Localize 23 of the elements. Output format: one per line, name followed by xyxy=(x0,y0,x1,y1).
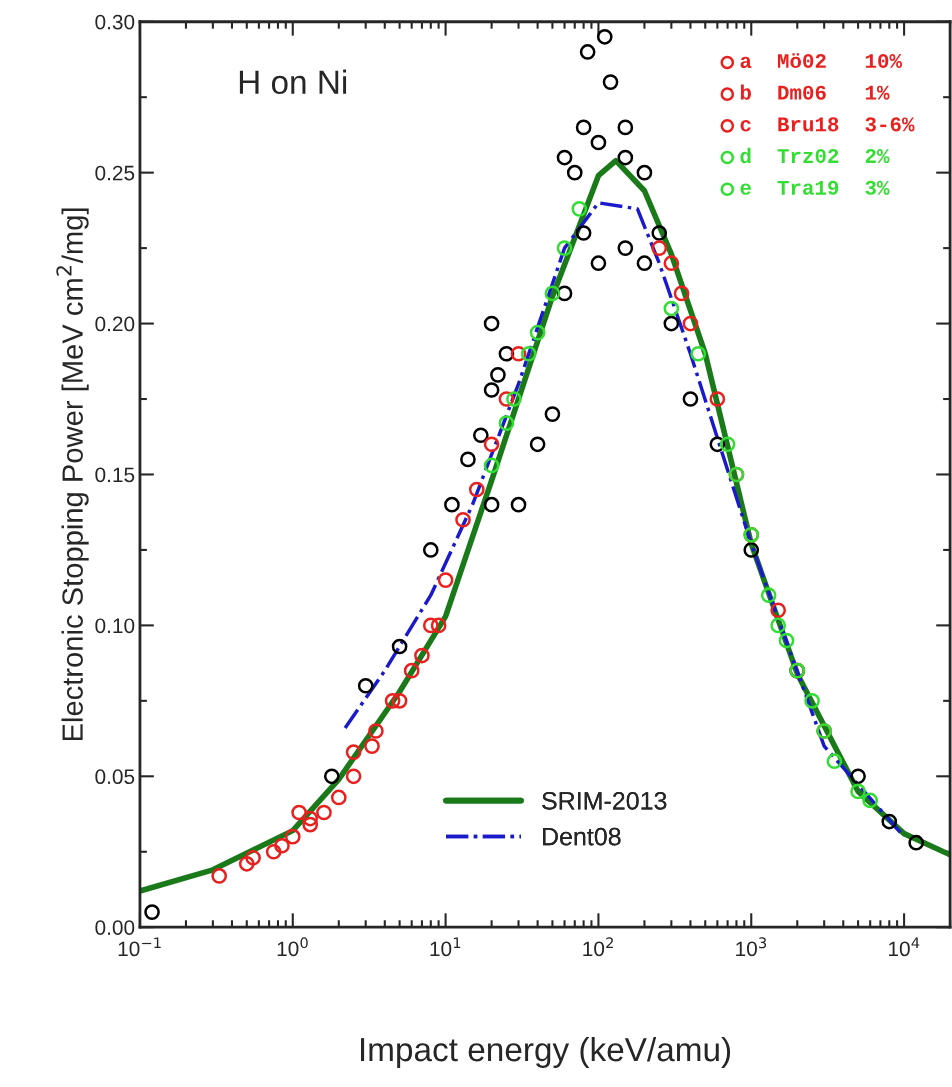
x-tick-label: 10$^{4}$ xyxy=(889,937,920,957)
legend-label: c Bru18 3-6% xyxy=(740,117,915,132)
legend-label: b Dm06 1% xyxy=(740,84,890,100)
x-axis-title: Impact energy (keV/amu) xyxy=(361,1036,731,1068)
y-tick-label: 0.10 xyxy=(95,618,135,634)
y-tick-label: 0.15 xyxy=(95,467,135,483)
legend-label: SRIM-2013 xyxy=(542,791,667,810)
legend-label: Dent08 xyxy=(543,827,621,846)
x-tick-label: 10$^{3}$ xyxy=(736,937,767,957)
y-tick-label: 0.05 xyxy=(95,769,135,785)
legend-label: e Tra19 3% xyxy=(740,180,890,195)
x-tick-label: 10$^{0}$ xyxy=(277,937,308,957)
legend-label: d Trz02 2% xyxy=(740,147,890,164)
y-tick-label: 0.25 xyxy=(95,165,135,181)
y-tick-label: 0.00 xyxy=(95,920,135,935)
y-axis-title: Electronic Stopping Power [MeV cm$^{2}$/mg] xyxy=(56,208,89,741)
legend-label: a Mö02 10% xyxy=(740,53,902,69)
x-tick-label: 10$^{−1}$ xyxy=(118,937,161,957)
y-tick-label: 0.20 xyxy=(95,316,135,332)
x-tick-label: 10$^{2}$ xyxy=(583,937,613,957)
annotation: H on Ni xyxy=(239,69,347,95)
y-tick-label: 0.30 xyxy=(95,14,135,30)
x-tick-label: 10$^{1}$ xyxy=(430,937,461,957)
